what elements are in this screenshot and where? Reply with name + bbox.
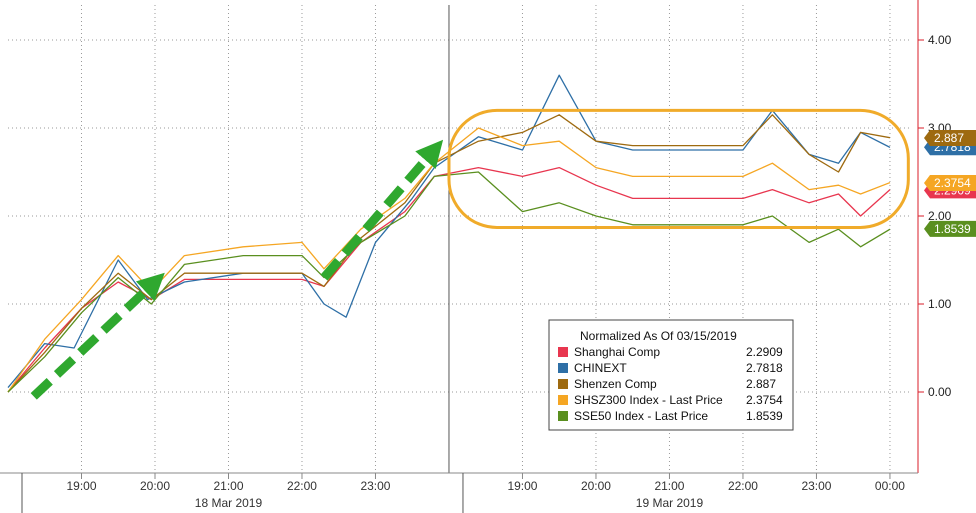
x-tick-label: 21:00 <box>213 479 243 493</box>
date-label: 18 Mar 2019 <box>195 496 263 510</box>
dashed-arrow <box>320 139 444 281</box>
legend-swatch <box>558 395 568 405</box>
x-tick-label: 20:00 <box>140 479 170 493</box>
x-tick-label: 00:00 <box>875 479 905 493</box>
last-price-badge: 2.887 <box>924 129 976 146</box>
dashed-arrow <box>30 272 165 400</box>
badge-value: 2.3754 <box>934 176 971 190</box>
y-tick-label: 1.00 <box>928 297 952 311</box>
legend-swatch <box>558 411 568 421</box>
badge-shape <box>924 174 976 191</box>
y-tick-label: 2.00 <box>928 209 952 223</box>
legend-series-value: 2.3754 <box>746 393 783 407</box>
legend-series-name: Shanghai Comp <box>574 345 660 359</box>
x-tick-label: 23:00 <box>801 479 831 493</box>
date-label: 19 Mar 2019 <box>636 496 704 510</box>
legend-swatch <box>558 347 568 357</box>
legend-series-name: Shenzen Comp <box>574 377 657 391</box>
last-price-badge: 1.8539 <box>924 220 976 237</box>
legend-series-value: 2.887 <box>746 377 776 391</box>
x-tick-label: 22:00 <box>287 479 317 493</box>
legend-series-name: SHSZ300 Index - Last Price <box>574 393 723 407</box>
legend-swatch <box>558 379 568 389</box>
legend-box <box>548 319 794 431</box>
badge-value: 2.887 <box>934 131 964 145</box>
x-tick-label: 20:00 <box>581 479 611 493</box>
legend-swatch <box>558 363 568 373</box>
badge-value: 1.8539 <box>934 222 971 236</box>
x-tick-label: 19:00 <box>507 479 537 493</box>
x-tick-label: 23:00 <box>360 479 390 493</box>
legend-title: Normalized As Of 03/15/2019 <box>580 329 737 343</box>
y-tick-label: 0.00 <box>928 385 952 399</box>
last-price-badge: 2.3754 <box>924 174 976 191</box>
x-tick-label: 19:00 <box>66 479 96 493</box>
legend-series-name: SSE50 Index - Last Price <box>574 409 708 423</box>
legend: Normalized As Of 03/15/2019 Shanghai Com… <box>548 319 794 431</box>
x-tick-label: 22:00 <box>728 479 758 493</box>
annotation-layer <box>30 108 910 400</box>
legend-series-value: 2.2909 <box>746 345 783 359</box>
legend-series-value: 1.8539 <box>746 409 783 423</box>
badge-shape <box>924 129 976 146</box>
legend-series-value: 2.7818 <box>746 361 783 375</box>
badge-shape <box>924 220 976 237</box>
x-tick-label: 21:00 <box>654 479 684 493</box>
y-tick-label: 4.00 <box>928 33 952 47</box>
legend-series-name: CHINEXT <box>574 361 627 375</box>
highlight-box <box>447 108 910 229</box>
